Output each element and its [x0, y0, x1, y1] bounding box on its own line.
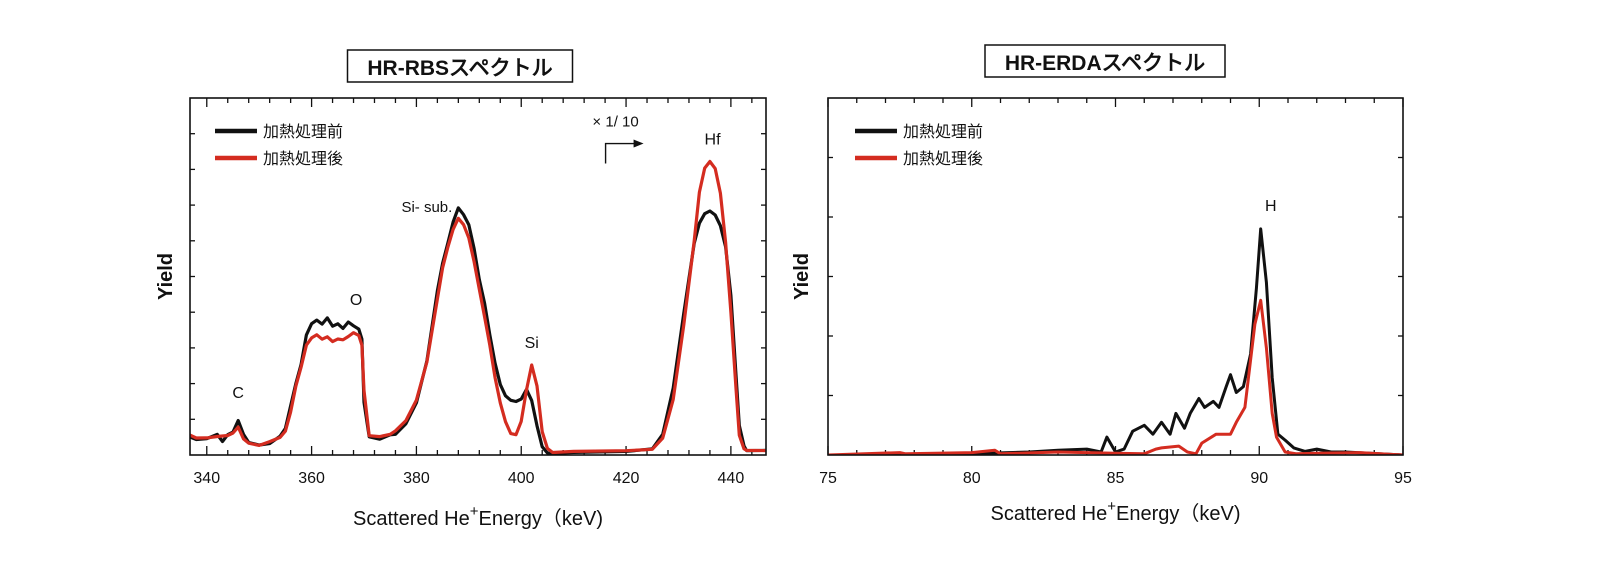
x-tick-label: 85 [1107, 470, 1125, 487]
title-box [984, 44, 1226, 78]
x-axis-label-unit: Energy（keV) [479, 507, 604, 530]
peak-annotation: × 1/ 10 [592, 114, 638, 131]
x-axis-label-superscript: + [1107, 498, 1116, 515]
y-axis-label: Yield [791, 253, 813, 300]
peak-annotation: O [350, 292, 362, 309]
arrowhead-icon [633, 139, 644, 148]
legend-label: 加熱処理後 [263, 150, 343, 168]
peak-annotation: Si [525, 335, 539, 352]
scale-arrow-icon [604, 142, 636, 164]
series-line-after-heating [190, 159, 766, 455]
x-axis-label: Scattered He+Energy（keV) [991, 498, 1241, 525]
x-tick-label: 420 [613, 470, 640, 487]
x-axis-label-main: Scattered He [991, 503, 1108, 525]
legend-label: 加熱処理後 [903, 150, 983, 168]
x-tick-label: 90 [1250, 470, 1268, 487]
series-line-after-heating [828, 298, 1403, 455]
plot-frame [189, 97, 767, 456]
x-axis-label-unit: Energy（keV) [1116, 502, 1241, 525]
peak-annotation: C [232, 385, 244, 402]
x-tick-label: 95 [1394, 470, 1412, 487]
x-axis-label-superscript: + [470, 503, 479, 520]
x-tick-label: 80 [963, 470, 981, 487]
legend-label: 加熱処理前 [903, 123, 983, 141]
x-tick-label: 400 [508, 470, 535, 487]
x-tick-label: 340 [193, 470, 220, 487]
plot-frame [827, 97, 1404, 456]
series-line-before-heating [190, 206, 766, 455]
title-box [346, 49, 574, 83]
x-axis-label-main: Scattered He [353, 508, 470, 530]
x-tick-label: 75 [819, 470, 837, 487]
x-tick-label: 380 [403, 470, 430, 487]
series-line-before-heating [828, 227, 1403, 455]
legend-label: 加熱処理前 [263, 123, 343, 141]
x-tick-label: 360 [298, 470, 325, 487]
peak-annotation: Si- sub. [401, 199, 452, 216]
x-tick-label: 440 [718, 470, 745, 487]
x-axis-label: Scattered He+Energy（keV) [353, 503, 603, 530]
chart-title: HR-ERDAスペクトル [1005, 52, 1205, 75]
chart-title: HR-RBSスペクトル [367, 57, 552, 80]
y-axis-label: Yield [155, 253, 177, 300]
peak-annotation: H [1265, 198, 1277, 215]
peak-annotation: Hf [705, 131, 722, 148]
